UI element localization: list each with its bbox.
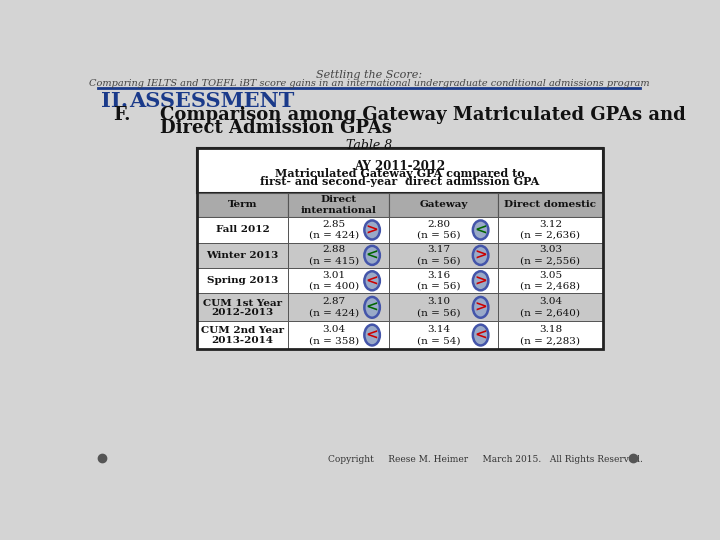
- Text: Term: Term: [228, 200, 258, 210]
- Bar: [289, 242, 389, 268]
- Text: >: >: [474, 249, 487, 263]
- Bar: [197, 193, 289, 217]
- Text: 3.18
(n = 2,283): 3.18 (n = 2,283): [521, 325, 580, 345]
- Ellipse shape: [473, 271, 488, 291]
- Text: CUM 1st Year: CUM 1st Year: [203, 299, 282, 308]
- Text: 3.04
(n = 2,640): 3.04 (n = 2,640): [521, 298, 580, 318]
- Ellipse shape: [364, 271, 380, 291]
- Text: II.: II.: [101, 91, 128, 111]
- Text: AY 2011-2012: AY 2011-2012: [354, 160, 446, 173]
- Text: 2012-2013: 2012-2013: [212, 308, 274, 318]
- Text: Gateway: Gateway: [419, 200, 467, 210]
- Text: Comparison among Gateway Matriculated GPAs and: Comparison among Gateway Matriculated GP…: [160, 106, 685, 124]
- Bar: [197, 217, 289, 242]
- Bar: [498, 293, 603, 321]
- Text: Direct
international: Direct international: [301, 195, 377, 215]
- Text: >: >: [474, 274, 487, 288]
- Ellipse shape: [364, 220, 380, 240]
- Text: 3.14
(n = 54): 3.14 (n = 54): [417, 325, 461, 345]
- Text: Spring 2013: Spring 2013: [207, 276, 279, 285]
- Ellipse shape: [473, 325, 488, 346]
- Text: Matriculated Gateway GPA compared to: Matriculated Gateway GPA compared to: [275, 168, 525, 179]
- Text: <: <: [366, 274, 379, 288]
- Text: 3.05
(n = 2,468): 3.05 (n = 2,468): [521, 271, 580, 291]
- Text: Settling the Score:: Settling the Score:: [316, 70, 422, 80]
- Bar: [498, 321, 603, 349]
- Bar: [289, 193, 389, 217]
- Text: first- and second-year  direct admission GPA: first- and second-year direct admission …: [261, 176, 539, 186]
- Bar: [197, 268, 289, 294]
- Text: >: >: [474, 301, 487, 315]
- Text: 2.87
(n = 424): 2.87 (n = 424): [309, 298, 359, 318]
- Ellipse shape: [364, 246, 380, 265]
- Text: 3.16
(n = 56): 3.16 (n = 56): [417, 271, 461, 291]
- Bar: [197, 242, 289, 268]
- Bar: [389, 193, 498, 217]
- Text: F.: F.: [113, 106, 131, 124]
- Bar: [289, 321, 389, 349]
- Text: 3.10
(n = 56): 3.10 (n = 56): [417, 298, 461, 318]
- Bar: [197, 321, 289, 349]
- Bar: [389, 321, 498, 349]
- Bar: [498, 242, 603, 268]
- Ellipse shape: [473, 297, 488, 318]
- Bar: [498, 193, 603, 217]
- Text: Direct domestic: Direct domestic: [504, 200, 596, 210]
- Bar: [197, 148, 603, 349]
- Bar: [289, 217, 389, 242]
- Text: Winter 2013: Winter 2013: [207, 251, 279, 260]
- Bar: [389, 268, 498, 294]
- Ellipse shape: [473, 220, 488, 240]
- Text: <: <: [474, 224, 487, 238]
- Bar: [389, 217, 498, 242]
- Bar: [389, 293, 498, 321]
- Ellipse shape: [473, 246, 488, 265]
- Text: <: <: [366, 301, 379, 315]
- Text: Direct Admission GPAs: Direct Admission GPAs: [160, 119, 392, 137]
- Text: 2.80
(n = 56): 2.80 (n = 56): [417, 220, 461, 240]
- Text: CUM 2nd Year: CUM 2nd Year: [201, 326, 284, 335]
- Bar: [498, 268, 603, 294]
- Text: Copyright     Reese M. Heimer     March 2015.   All Rights Reserved.: Copyright Reese M. Heimer March 2015. Al…: [328, 455, 643, 464]
- Bar: [498, 217, 603, 242]
- Bar: [289, 293, 389, 321]
- Text: Fall 2012: Fall 2012: [216, 226, 269, 234]
- Text: <: <: [474, 328, 487, 342]
- Text: Table 8: Table 8: [346, 139, 392, 152]
- Text: ASSESSMENT: ASSESSMENT: [129, 91, 294, 111]
- Ellipse shape: [364, 297, 380, 318]
- Text: 3.01
(n = 400): 3.01 (n = 400): [309, 271, 359, 291]
- Text: Comparing IELTS and TOEFL iBT score gains in an international undergraduate cond: Comparing IELTS and TOEFL iBT score gain…: [89, 79, 649, 87]
- Text: 2013-2014: 2013-2014: [212, 336, 274, 345]
- Bar: [197, 148, 603, 193]
- Text: <: <: [366, 249, 379, 263]
- Text: 3.12
(n = 2,636): 3.12 (n = 2,636): [521, 220, 580, 240]
- Text: <: <: [366, 328, 379, 342]
- Bar: [289, 268, 389, 294]
- Text: 2.85
(n = 424): 2.85 (n = 424): [309, 220, 359, 240]
- Text: 3.04
(n = 358): 3.04 (n = 358): [309, 325, 359, 345]
- Text: 2.88
(n = 415): 2.88 (n = 415): [309, 245, 359, 266]
- Bar: [389, 242, 498, 268]
- Ellipse shape: [364, 325, 380, 346]
- Text: 3.17
(n = 56): 3.17 (n = 56): [417, 245, 461, 266]
- Text: 3.03
(n = 2,556): 3.03 (n = 2,556): [521, 245, 580, 266]
- Text: >: >: [366, 224, 379, 238]
- Bar: [197, 293, 289, 321]
